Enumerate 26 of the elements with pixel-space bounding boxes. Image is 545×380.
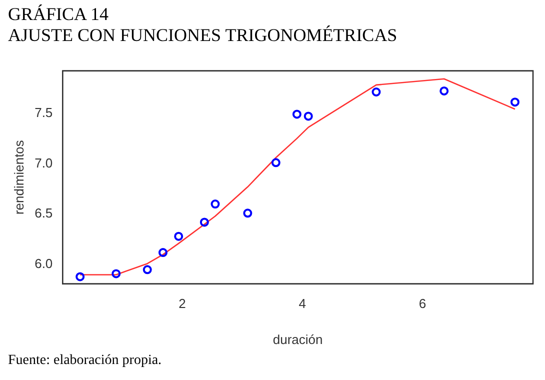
point (440, 86, 449, 96)
point (210, 200, 220, 209)
y-tick-label: 6.5 (34, 206, 53, 221)
point (112, 269, 121, 278)
y-axis-title: rendimientos (11, 140, 26, 215)
source-note: Fuente: elaboración propia. (8, 353, 162, 369)
y-tick-label: 7.0 (34, 155, 53, 170)
point (76, 272, 85, 282)
point (271, 158, 280, 168)
x-tick-label: 6 (418, 296, 426, 312)
point (510, 98, 520, 107)
point (158, 248, 168, 258)
point (200, 218, 209, 227)
x-axis-title: duración (272, 332, 323, 347)
chart-title: GRÁFICA 14 (8, 4, 110, 25)
x-tick-label: 2 (178, 296, 186, 312)
y-tick-label: 7.5 (34, 104, 53, 120)
x-tick-label: 4 (298, 296, 306, 312)
chart-subtitle: AJUSTE CON FUNCIONES TRIGONOMÉTRICAS (8, 25, 398, 46)
y-tick-label: 6.0 (34, 256, 53, 272)
point (304, 112, 313, 121)
point (243, 208, 252, 218)
point (372, 88, 381, 96)
point (292, 110, 302, 119)
point (142, 265, 152, 274)
point (174, 232, 184, 241)
